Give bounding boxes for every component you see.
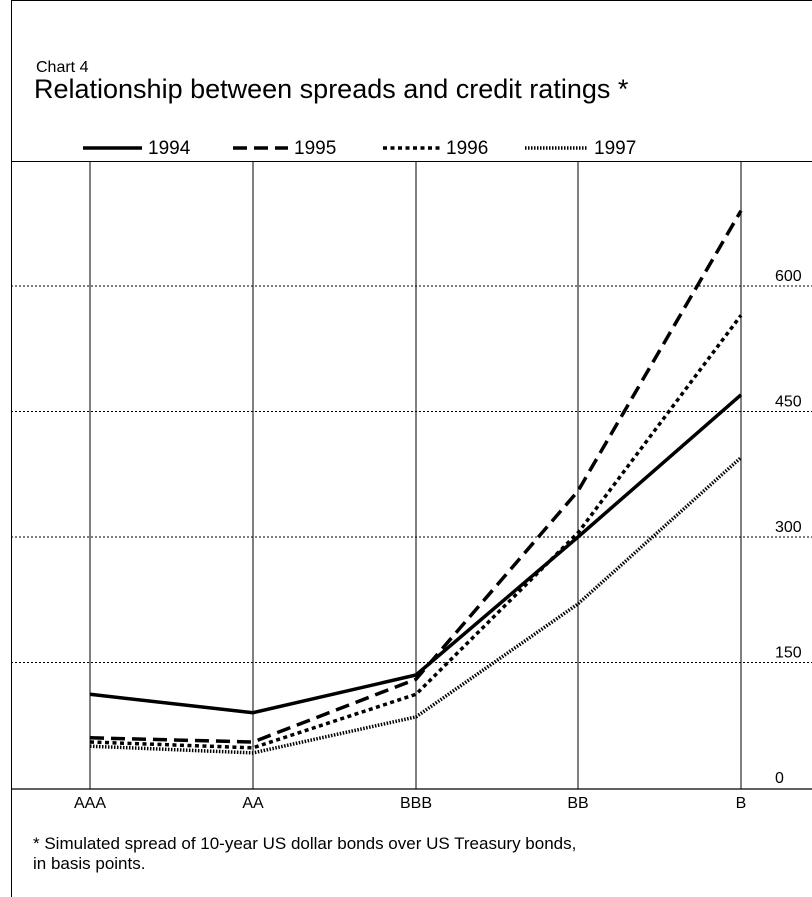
x-tick-label: AA: [242, 795, 264, 812]
y-tick-label: 0: [775, 770, 784, 787]
legend-label-1997: 1997: [594, 138, 636, 159]
legend-label-1995: 1995: [294, 138, 336, 159]
legend-label-1994: 1994: [148, 138, 191, 159]
x-tick-label: AAA: [74, 795, 106, 812]
x-tick-label: BBB: [400, 795, 432, 812]
y-tick-label: 600: [775, 268, 802, 285]
footnote-line-2: in basis points.: [33, 854, 145, 873]
y-tick-label: 150: [775, 645, 802, 662]
y-tick-label: 300: [775, 519, 802, 536]
x-tick-label: BB: [567, 795, 588, 812]
y-tick-label: 450: [775, 394, 802, 411]
footnote-line-1: * Simulated spread of 10-year US dollar …: [33, 834, 576, 853]
x-tick-label: B: [736, 795, 747, 812]
legend-label-1996: 1996: [446, 138, 488, 159]
